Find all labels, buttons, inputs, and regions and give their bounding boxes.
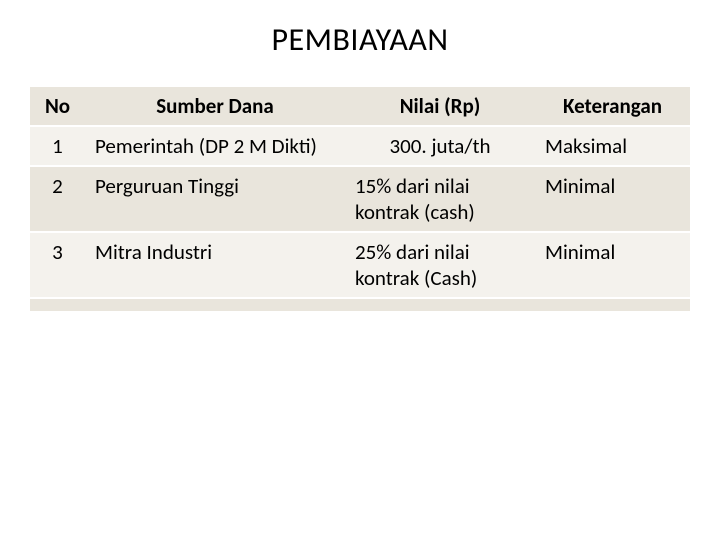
cell-nilai: 300. juta/th	[345, 126, 535, 166]
table-header-row: No Sumber Dana Nilai (Rp) Keterangan	[30, 87, 690, 126]
cell-no: 1	[30, 126, 85, 166]
cell-nilai	[345, 298, 535, 312]
cell-ket	[535, 298, 690, 312]
cell-no: 3	[30, 232, 85, 298]
cell-sumber: Pemerintah (DP 2 M Dikti)	[85, 126, 345, 166]
table-row: 1 Pemerintah (DP 2 M Dikti) 300. juta/th…	[30, 126, 690, 166]
cell-ket: Minimal	[535, 166, 690, 232]
table-row	[30, 298, 690, 312]
funding-table: No Sumber Dana Nilai (Rp) Keterangan 1 P…	[30, 87, 690, 313]
cell-sumber: Perguruan Tinggi	[85, 166, 345, 232]
cell-nilai: 25% dari nilai kontrak (Cash)	[345, 232, 535, 298]
cell-sumber	[85, 298, 345, 312]
cell-ket: Minimal	[535, 232, 690, 298]
cell-nilai: 15% dari nilai kontrak (cash)	[345, 166, 535, 232]
cell-no: 2	[30, 166, 85, 232]
table-row: 2 Perguruan Tinggi 15% dari nilai kontra…	[30, 166, 690, 232]
col-header-keterangan: Keterangan	[535, 87, 690, 126]
page-title: PEMBIAYAAN	[30, 20, 690, 59]
col-header-nilai: Nilai (Rp)	[345, 87, 535, 126]
col-header-no: No	[30, 87, 85, 126]
cell-ket: Maksimal	[535, 126, 690, 166]
col-header-sumber: Sumber Dana	[85, 87, 345, 126]
cell-no	[30, 298, 85, 312]
table-row: 3 Mitra Industri 25% dari nilai kontrak …	[30, 232, 690, 298]
cell-sumber: Mitra Industri	[85, 232, 345, 298]
